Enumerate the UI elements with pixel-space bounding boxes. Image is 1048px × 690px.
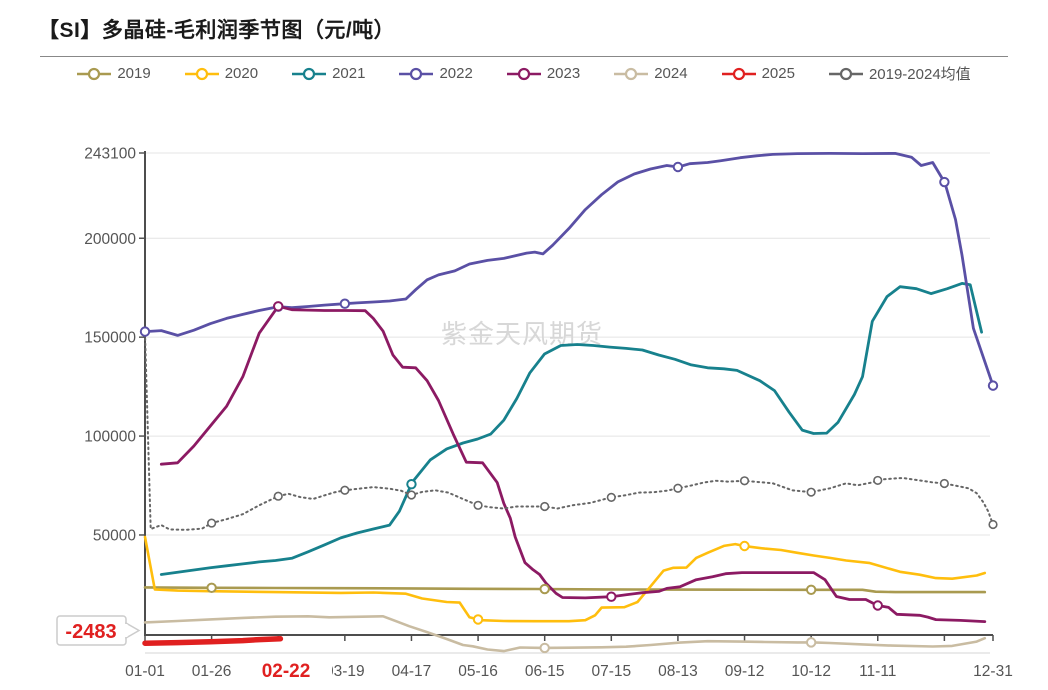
legend-item-2021[interactable]: 2021 — [292, 65, 365, 82]
legend-item-2022[interactable]: 2022 — [399, 65, 473, 82]
data-point-marker-2019-2024均值 — [988, 519, 998, 530]
svg-text:02-22: 02-22 — [262, 661, 311, 682]
legend-item-2020[interactable]: 2020 — [184, 65, 259, 82]
series-line-2025 — [142, 636, 284, 646]
data-point-marker-2021 — [406, 478, 417, 490]
legend-label: 2023 — [546, 65, 581, 82]
legend-item-2023[interactable]: 2023 — [506, 65, 581, 82]
series-line-2020 — [143, 535, 987, 623]
series-line-2021 — [159, 282, 983, 576]
data-point-marker-2019-2024均值 — [673, 483, 683, 493]
data-point-marker-2019 — [206, 582, 217, 593]
y-axis-labels: 243100 200000 150000 100000 50000 — [84, 146, 136, 545]
series-line-2019-2024均值 — [144, 332, 994, 531]
svg-text:100000: 100000 — [84, 429, 136, 446]
page-title: 【SI】多晶硅-毛利润季节图（元/吨） — [38, 19, 396, 42]
svg-text:10-12: 10-12 — [791, 663, 831, 680]
svg-text:03-19: 03-19 — [325, 663, 365, 680]
svg-text:05-16: 05-16 — [458, 663, 498, 680]
current-value-badge: -2483 — [56, 615, 141, 646]
series-line-2022 — [143, 152, 995, 387]
series-line-2023 — [159, 304, 987, 623]
data-point-marker-2019-2024均值 — [207, 518, 217, 528]
data-point-marker-2019-2024均值 — [739, 476, 750, 486]
data-point-marker-2022 — [672, 161, 684, 173]
legend-marker-icon — [614, 67, 649, 80]
svg-text:50000: 50000 — [93, 527, 136, 544]
legend-label: 2022 — [439, 65, 473, 82]
legend-item-2019-2024均值[interactable]: 2019-2024均值 — [828, 63, 971, 84]
axes — [139, 151, 994, 641]
series-lines — [142, 152, 995, 653]
svg-text:243100: 243100 — [84, 146, 136, 163]
svg-text:04-17: 04-17 — [392, 663, 432, 680]
svg-text:01-26: 01-26 — [192, 663, 232, 680]
x-axis-labels: 01-01 01-26 02-22 03-19 04-17 05-16 06-15 07-15… — [125, 663, 1013, 680]
legend-marker-icon — [77, 67, 112, 80]
data-point-marker-2019-2024均值 — [939, 478, 949, 489]
data-point-marker-2023 — [606, 591, 617, 602]
legend-label: 2020 — [224, 65, 259, 82]
title-divider — [40, 56, 1008, 57]
svg-text:-2483: -2483 — [65, 621, 116, 643]
data-point-marker-2019-2024均值 — [406, 490, 417, 500]
data-point-marker-2024 — [539, 642, 550, 654]
legend-label: 2021 — [332, 65, 366, 82]
legend-label: 2025 — [761, 65, 795, 82]
data-point-marker-2020 — [472, 614, 484, 625]
data-point-marker-2020 — [739, 540, 750, 552]
data-point-marker-2022 — [939, 176, 950, 188]
data-point-marker-2019-2024均值 — [473, 500, 483, 510]
legend-marker-icon — [721, 67, 756, 80]
data-point-marker-2023 — [273, 301, 284, 312]
svg-text:09-12: 09-12 — [725, 663, 765, 680]
legend-label: 2019 — [117, 65, 151, 82]
data-point-marker-2022 — [987, 380, 999, 391]
legend-marker-icon — [292, 67, 327, 80]
data-point-marker-2019-2024均值 — [606, 492, 616, 502]
data-point-marker-2023 — [872, 600, 883, 611]
legend-item-2024[interactable]: 2024 — [614, 65, 688, 82]
svg-text:01-01: 01-01 — [125, 663, 165, 680]
data-point-marker-2019-2024均值 — [273, 491, 283, 501]
data-point-marker-2019 — [805, 584, 817, 595]
legend-marker-icon — [828, 67, 863, 80]
legend-marker-icon — [399, 67, 434, 80]
chart-legend: 2019 2020 2021 2022 2023 2024 2025 2019-2024均值 — [0, 63, 1048, 84]
legend-marker-icon — [506, 67, 541, 80]
legend-item-2025[interactable]: 2025 — [721, 65, 795, 82]
svg-text:11-11: 11-11 — [859, 663, 896, 680]
data-point-marker-2019-2024均值 — [806, 487, 816, 497]
series-line-2019 — [143, 586, 987, 594]
data-point-marker-2024 — [805, 637, 817, 648]
data-point-marker-2022 — [339, 298, 351, 309]
data-point-marker-2022 — [139, 326, 151, 337]
series-markers — [139, 161, 999, 654]
svg-text:200000: 200000 — [84, 231, 136, 248]
data-point-marker-2019 — [539, 583, 550, 595]
svg-text:150000: 150000 — [84, 330, 136, 347]
current-date-label: 02-22 — [248, 656, 332, 683]
legend-item-2019[interactable]: 2019 — [77, 65, 151, 82]
svg-text:06-15: 06-15 — [525, 663, 565, 680]
svg-text:07-15: 07-15 — [591, 663, 631, 680]
data-point-marker-2019-2024均值 — [540, 501, 550, 512]
data-point-marker-2019-2024均值 — [340, 485, 350, 495]
svg-text:08-13: 08-13 — [658, 663, 698, 680]
legend-label: 2024 — [654, 65, 688, 82]
svg-text:12-31: 12-31 — [973, 663, 1013, 680]
legend-label: 2019-2024均值 — [868, 66, 971, 83]
data-point-marker-2019-2024均值 — [873, 475, 883, 486]
legend-marker-icon — [184, 67, 219, 80]
